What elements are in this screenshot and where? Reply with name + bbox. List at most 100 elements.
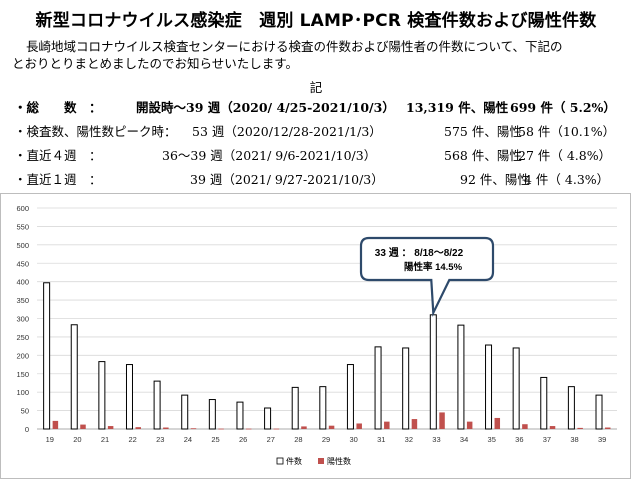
bar-positive-week-36 bbox=[522, 424, 528, 429]
summary-positive: 4 件（ 4.3%） bbox=[524, 172, 610, 187]
bar-tests-week-31 bbox=[374, 346, 382, 430]
x-tick-label: 25 bbox=[211, 435, 219, 444]
bar-tests-week-29 bbox=[319, 386, 327, 430]
summary-label: ・直近４週 ： bbox=[14, 148, 102, 163]
bar-positive-week-30 bbox=[356, 423, 362, 429]
summary-positive: 699 件（ 5.2%） bbox=[510, 100, 616, 115]
summary-period: 39 週（2021/ 9/27-2021/10/3） bbox=[190, 172, 384, 187]
x-tick-label: 19 bbox=[46, 435, 54, 444]
summary-count: 13,319 件、陽性 bbox=[406, 100, 509, 115]
x-tick-label: 24 bbox=[184, 435, 192, 444]
legend-label-tests: 件数 bbox=[286, 456, 302, 466]
bar-tests-week-38 bbox=[567, 386, 575, 430]
summary-label: ・総 数 ： bbox=[14, 100, 102, 115]
x-tick-label: 26 bbox=[239, 435, 247, 444]
y-tick-label: 100 bbox=[16, 388, 29, 397]
intro-line-1: 長崎地域コロナウイルス検査センターにおける検査の件数および陽性者の件数について、… bbox=[26, 39, 563, 54]
x-tick-label: 31 bbox=[377, 435, 385, 444]
x-tick-label: 37 bbox=[543, 435, 551, 444]
summary-period: 開設時～39 週（2020/ 4/25-2021/10/3） bbox=[136, 100, 395, 115]
bar-tests-week-39 bbox=[595, 394, 603, 430]
x-tick-label: 30 bbox=[349, 435, 357, 444]
summary-label: ・検査数、陽性数ピーク時： bbox=[14, 124, 177, 139]
bar-tests-week-37 bbox=[540, 376, 548, 430]
bar-positive-week-24 bbox=[190, 428, 197, 430]
bar-tests-week-20 bbox=[70, 324, 78, 430]
bar-tests-week-34 bbox=[457, 324, 465, 430]
x-tick-label: 36 bbox=[515, 435, 523, 444]
bar-tests-week-32 bbox=[402, 347, 410, 430]
bar-positive-week-29 bbox=[328, 425, 335, 429]
bar-tests-week-27 bbox=[264, 407, 272, 430]
ki-heading: 記 bbox=[309, 80, 323, 95]
legend-swatch-tests bbox=[276, 457, 284, 465]
bar-positive-week-37 bbox=[549, 426, 556, 429]
y-tick-label: 150 bbox=[16, 370, 29, 379]
bar-positive-week-21 bbox=[107, 426, 114, 429]
summary-label: ・直近１週 ： bbox=[14, 172, 102, 187]
callout-line-2: 陽性率 14.5% bbox=[404, 261, 463, 273]
bar-chart: 0 50 100 150 200 250 300 350 400 450 500 550 600 19 20… bbox=[16, 204, 617, 466]
y-tick-label: 300 bbox=[16, 315, 29, 324]
x-tick-label: 27 bbox=[267, 435, 275, 444]
bar-tests-week-30 bbox=[346, 364, 354, 430]
bar-positive-week-19 bbox=[52, 420, 59, 429]
summary-count: 568 件、陽性 bbox=[444, 148, 522, 163]
bar-tests-week-35 bbox=[485, 344, 493, 430]
summary-list: ・総 数 ： 開設時～39 週（2020/ 4/25-2021/10/3） 13… bbox=[14, 97, 624, 193]
x-tick-label: 20 bbox=[73, 435, 81, 444]
y-tick-label: 350 bbox=[16, 296, 29, 305]
callout: 33 週 ： 8/18～8/22 陽性率 14.5% bbox=[359, 236, 495, 318]
summary-count: 92 件、陽性 bbox=[460, 172, 530, 187]
bar-tests-week-24 bbox=[181, 394, 189, 430]
y-tick-label: 500 bbox=[16, 241, 29, 250]
intro-text: 長崎地域コロナウイルス検査センターにおける検査の件数および陽性者の件数について、… bbox=[12, 38, 622, 72]
y-tick-label: 250 bbox=[16, 333, 29, 342]
bar-positive-week-26 bbox=[245, 428, 252, 430]
x-tick-label: 21 bbox=[101, 435, 109, 444]
summary-row-total: ・総 数 ： 開設時～39 週（2020/ 4/25-2021/10/3） 13… bbox=[14, 97, 624, 121]
bar-tests-week-33 bbox=[429, 314, 437, 430]
x-tick-label: 23 bbox=[156, 435, 164, 444]
summary-period: 36～39 週（2021/ 9/6-2021/10/3） bbox=[162, 148, 377, 163]
summary-row-peak: ・検査数、陽性数ピーク時： 53 週（2020/12/28-2021/1/3） … bbox=[14, 121, 624, 145]
bar-positive-week-39 bbox=[605, 427, 611, 429]
bar-positive-week-33 bbox=[439, 412, 445, 429]
y-tick-label: 600 bbox=[16, 204, 29, 213]
bar-positive-week-35 bbox=[494, 417, 501, 429]
bar-tests-week-21 bbox=[98, 361, 106, 430]
bar-tests-week-22 bbox=[125, 364, 133, 430]
bar-positive-week-31 bbox=[384, 421, 390, 429]
summary-positive: 58 件（10.1%） bbox=[518, 124, 616, 139]
bar-positive-week-27 bbox=[273, 428, 280, 430]
callout-bubble bbox=[359, 236, 495, 318]
summary-row-last4: ・直近４週 ： 36～39 週（2021/ 9/6-2021/10/3） 568… bbox=[14, 145, 624, 169]
bar-positive-week-32 bbox=[411, 419, 418, 429]
chart-frame: 0 50 100 150 200 250 300 350 400 450 500 550 600 19 20… bbox=[0, 193, 631, 479]
bar-tests-week-26 bbox=[236, 401, 244, 430]
x-tick-label: 38 bbox=[570, 435, 578, 444]
y-tick-label: 550 bbox=[16, 222, 29, 231]
bar-positive-week-23 bbox=[163, 427, 169, 429]
bar-positive-week-22 bbox=[135, 427, 141, 429]
x-tick-label: 39 bbox=[598, 435, 606, 444]
bar-positive-week-38 bbox=[577, 427, 583, 429]
legend: 件数 陽性数 bbox=[276, 456, 351, 466]
bar-positive-week-25 bbox=[218, 428, 224, 430]
y-tick-label: 400 bbox=[16, 278, 29, 287]
bar-tests-week-19 bbox=[43, 282, 51, 430]
bar-positive-week-20 bbox=[80, 424, 86, 429]
bar-tests-week-25 bbox=[208, 399, 216, 430]
x-tick-label: 35 bbox=[488, 435, 496, 444]
page-title: 新型コロナウイルス感染症 週別 LAMP･PCR 検査件数および陽性件数 bbox=[35, 11, 597, 31]
bar-tests-week-23 bbox=[153, 380, 161, 430]
summary-count: 575 件、陽性 bbox=[444, 124, 522, 139]
x-tick-label: 29 bbox=[322, 435, 330, 444]
y-tick-label: 450 bbox=[16, 259, 29, 268]
bar-tests-week-36 bbox=[512, 347, 520, 430]
summary-period: 53 週（2020/12/28-2021/1/3） bbox=[192, 124, 382, 139]
summary-positive: 27 件（ 4.8%） bbox=[518, 148, 612, 163]
x-tick-label: 33 bbox=[432, 435, 440, 444]
bar-tests-week-28 bbox=[291, 386, 299, 430]
x-tick-label: 32 bbox=[405, 435, 413, 444]
